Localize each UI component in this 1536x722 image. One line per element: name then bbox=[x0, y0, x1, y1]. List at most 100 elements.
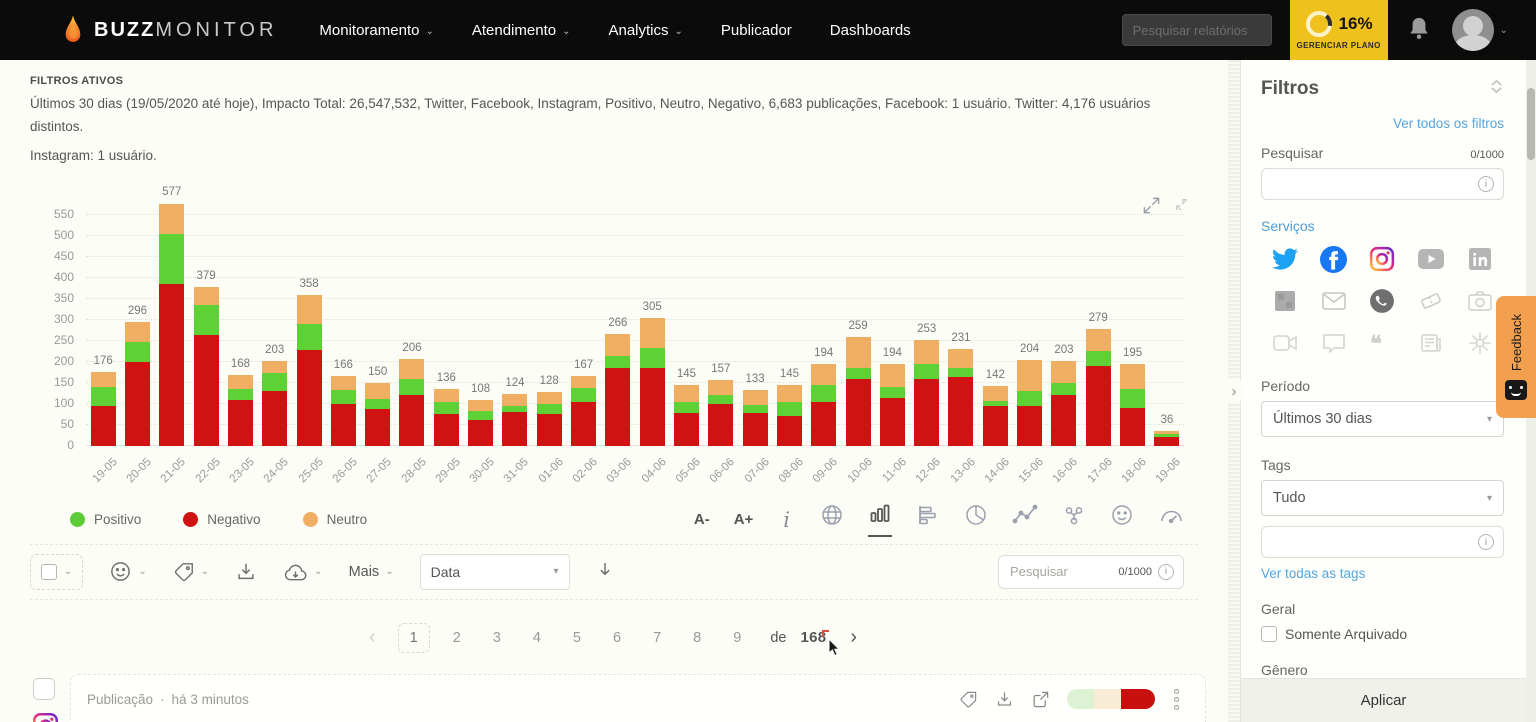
see-all-filters-link[interactable]: Ver todos os filtros bbox=[1392, 116, 1504, 131]
expand-chart-icon[interactable] bbox=[1142, 196, 1161, 215]
segment-neutro[interactable] bbox=[330, 376, 356, 390]
stacked-bar-24-05[interactable] bbox=[262, 360, 288, 446]
sentiment-selector[interactable] bbox=[1067, 689, 1155, 710]
page-6-button[interactable]: 6 bbox=[613, 629, 622, 646]
legend-neutro[interactable]: Neutro bbox=[302, 512, 367, 528]
video-icon[interactable] bbox=[1270, 328, 1300, 358]
segment-neutro[interactable] bbox=[845, 337, 871, 369]
quotes-icon[interactable]: ❝ bbox=[1367, 328, 1397, 358]
segment-positivo[interactable] bbox=[845, 368, 871, 379]
page-8-button[interactable]: 8 bbox=[693, 629, 702, 646]
segment-neutro[interactable] bbox=[776, 384, 802, 402]
select-all-checkbox[interactable] bbox=[41, 563, 57, 580]
column-chart-icon[interactable] bbox=[868, 502, 892, 538]
segment-negativo[interactable] bbox=[90, 405, 116, 446]
stacked-bar-11-06[interactable] bbox=[879, 364, 905, 446]
segment-negativo[interactable] bbox=[639, 368, 665, 446]
segment-negativo[interactable] bbox=[227, 399, 253, 446]
publication-card[interactable]: Publicação · há 3 minutos bbox=[70, 673, 1206, 722]
stacked-bar-19-05[interactable] bbox=[90, 371, 116, 446]
segment-negativo[interactable] bbox=[914, 378, 940, 446]
more-menu-button[interactable]: Mais ⌄ bbox=[348, 563, 394, 580]
segment-neutro[interactable] bbox=[571, 375, 597, 389]
next-page-button[interactable]: › bbox=[850, 626, 858, 649]
stacked-bar-22-05[interactable] bbox=[193, 286, 219, 446]
segment-negativo[interactable] bbox=[330, 403, 356, 446]
segment-negativo[interactable] bbox=[742, 413, 768, 446]
stacked-bar-03-06[interactable] bbox=[605, 334, 631, 446]
segment-neutro[interactable] bbox=[879, 364, 905, 388]
stacked-bar-30-05[interactable] bbox=[468, 400, 494, 446]
segment-negativo[interactable] bbox=[1154, 437, 1180, 446]
stacked-bar-01-06[interactable] bbox=[536, 392, 562, 446]
tags-search-input[interactable] bbox=[1271, 533, 1478, 551]
segment-positivo[interactable] bbox=[399, 378, 425, 396]
prev-page-button[interactable]: ‹ bbox=[368, 626, 376, 649]
stacked-bar-20-05[interactable] bbox=[124, 321, 150, 446]
segment-positivo[interactable] bbox=[1085, 351, 1111, 367]
segment-negativo[interactable] bbox=[811, 401, 837, 446]
legend-negativo[interactable]: Negativo bbox=[183, 512, 261, 528]
segment-negativo[interactable] bbox=[1051, 395, 1077, 446]
segment-positivo[interactable] bbox=[914, 363, 940, 379]
nav-atendimento[interactable]: Atendimento ⌄ bbox=[471, 21, 571, 39]
sentiment-neutral-segment[interactable] bbox=[1094, 689, 1121, 710]
collapse-filters-icon[interactable] bbox=[1489, 79, 1504, 99]
stacked-bar-04-06[interactable] bbox=[639, 317, 665, 446]
segment-negativo[interactable] bbox=[365, 408, 391, 446]
segment-negativo[interactable] bbox=[948, 376, 974, 446]
horizontal-bar-chart-icon[interactable] bbox=[916, 503, 940, 536]
publication-checkbox[interactable] bbox=[33, 677, 55, 700]
stacked-bar-29-05[interactable] bbox=[433, 388, 459, 446]
font-increase-button[interactable]: A+ bbox=[733, 511, 754, 529]
tags-menu-button[interactable]: ⌄ bbox=[173, 561, 209, 583]
segment-negativo[interactable] bbox=[124, 361, 150, 446]
page-4-button[interactable]: 4 bbox=[532, 629, 541, 646]
twitter-icon[interactable] bbox=[1270, 244, 1300, 274]
instagram-icon[interactable] bbox=[1367, 244, 1397, 274]
segment-positivo[interactable] bbox=[571, 388, 597, 402]
reports-search-input[interactable] bbox=[1121, 14, 1272, 46]
segment-positivo[interactable] bbox=[159, 233, 185, 285]
segment-negativo[interactable] bbox=[1085, 366, 1111, 446]
stacked-bar-09-06[interactable] bbox=[811, 364, 837, 446]
feedback-tab[interactable]: Feedback bbox=[1496, 296, 1536, 418]
segment-negativo[interactable] bbox=[1120, 408, 1146, 446]
stacked-bar-28-05[interactable] bbox=[399, 359, 425, 446]
segment-neutro[interactable] bbox=[159, 203, 185, 234]
stacked-bar-05-06[interactable] bbox=[673, 384, 699, 446]
stacked-bar-13-06[interactable] bbox=[948, 348, 974, 446]
whatsapp-icon[interactable] bbox=[1367, 286, 1397, 316]
segment-positivo[interactable] bbox=[536, 403, 562, 415]
nav-dashboards[interactable]: Dashboards bbox=[829, 21, 911, 39]
news-icon[interactable] bbox=[1416, 328, 1446, 358]
segment-positivo[interactable] bbox=[330, 389, 356, 404]
stacked-bar-08-06[interactable] bbox=[776, 384, 802, 446]
segment-neutro[interactable] bbox=[193, 286, 219, 306]
somente-arquivado-checkbox[interactable]: Somente Arquivado bbox=[1261, 626, 1407, 642]
info-icon[interactable]: i bbox=[1478, 176, 1494, 192]
panel-splitter[interactable]: › bbox=[1224, 60, 1244, 722]
periodo-select[interactable]: Últimos 30 dias ▾ bbox=[1261, 401, 1504, 437]
stacked-bar-23-05[interactable] bbox=[227, 375, 253, 446]
stacked-bar-21-05[interactable] bbox=[159, 203, 185, 446]
segment-neutro[interactable] bbox=[1017, 360, 1043, 392]
nav-publicador[interactable]: Publicador bbox=[720, 21, 792, 39]
segment-negativo[interactable] bbox=[193, 334, 219, 446]
sentiment-menu-button[interactable]: ⌄ bbox=[109, 560, 147, 583]
youtube-icon[interactable] bbox=[1416, 244, 1446, 274]
info-icon[interactable]: i bbox=[783, 507, 790, 532]
page-5-button[interactable]: 5 bbox=[572, 629, 581, 646]
segment-positivo[interactable] bbox=[708, 394, 734, 404]
segment-negativo[interactable] bbox=[262, 391, 288, 446]
segment-negativo[interactable] bbox=[879, 397, 905, 446]
pie-chart-icon[interactable] bbox=[964, 503, 988, 536]
segment-positivo[interactable] bbox=[433, 401, 459, 415]
stacked-bar-15-06[interactable] bbox=[1017, 360, 1043, 446]
chat-icon[interactable] bbox=[1319, 328, 1349, 358]
stacked-bar-07-06[interactable] bbox=[742, 389, 768, 446]
page-7-button[interactable]: 7 bbox=[653, 629, 662, 646]
segment-negativo[interactable] bbox=[468, 419, 494, 446]
gauge-chart-icon[interactable] bbox=[1158, 503, 1184, 536]
segment-neutro[interactable] bbox=[262, 360, 288, 374]
